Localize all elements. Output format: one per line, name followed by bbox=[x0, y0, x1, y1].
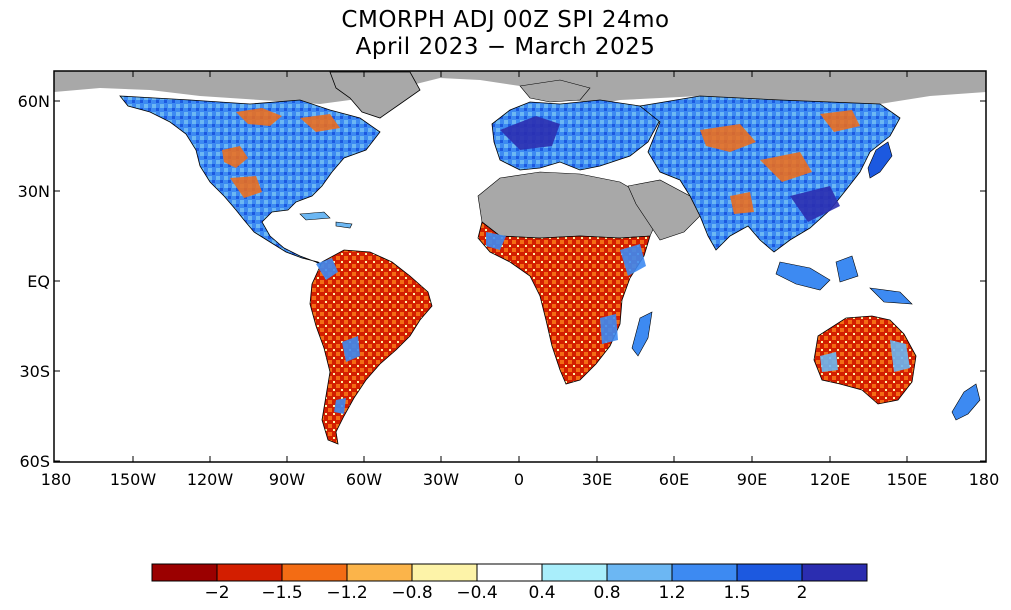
map-title-line-1: CMORPH ADJ 00Z SPI 24mo bbox=[341, 7, 670, 33]
map-title-line-2: April 2023 − March 2025 bbox=[355, 34, 656, 60]
greenland bbox=[329, 71, 421, 119]
colorbar-swatch-5 bbox=[476, 563, 543, 582]
x-label-30w: 30W bbox=[422, 470, 460, 489]
asia-deep-wet bbox=[790, 186, 840, 222]
europe-deep-wet bbox=[500, 116, 560, 150]
x-label-150e: 150E bbox=[886, 470, 928, 489]
northern-nodata-region bbox=[54, 71, 986, 104]
colorbar-label: 1.5 bbox=[723, 583, 751, 603]
y-label-30s: 30S bbox=[19, 362, 50, 381]
x-label-90e: 90E bbox=[736, 470, 768, 489]
colorbar-label: −0.4 bbox=[456, 583, 498, 603]
colorbar-swatch-6 bbox=[541, 563, 608, 582]
colorbar-label: −2 bbox=[204, 583, 230, 603]
colorbar-label: 0.4 bbox=[528, 583, 556, 603]
x-label-0: 0 bbox=[513, 470, 525, 489]
map-frame-border bbox=[53, 70, 987, 463]
axis-ticks bbox=[53, 71, 987, 462]
y-label-eq: EQ bbox=[27, 272, 50, 291]
x-label-120e: 120E bbox=[809, 470, 851, 489]
new-zealand bbox=[951, 383, 981, 421]
colorbar-label: 0.8 bbox=[593, 583, 621, 603]
colorbar-label: 1.2 bbox=[658, 583, 686, 603]
x-label-60e: 60E bbox=[658, 470, 690, 489]
colorbar-label: −1.5 bbox=[261, 583, 303, 603]
colorbar-swatch-7 bbox=[606, 563, 673, 582]
south-america bbox=[309, 249, 433, 445]
x-label-120w: 120W bbox=[186, 470, 234, 489]
africa-wet-patches bbox=[486, 232, 646, 344]
colorbar-swatch-0 bbox=[151, 563, 218, 582]
x-label-60w: 60W bbox=[345, 470, 383, 489]
x-label-180w: 180 bbox=[40, 470, 72, 489]
scandinavia-nodata bbox=[519, 79, 591, 103]
colorbar-swatch-4 bbox=[411, 563, 478, 582]
australia bbox=[813, 315, 917, 405]
colorbar-swatch-10 bbox=[801, 563, 868, 582]
africa bbox=[477, 221, 651, 385]
japan bbox=[867, 141, 893, 179]
y-label-60s: 60S bbox=[19, 452, 50, 471]
asia-dry-patches bbox=[700, 110, 860, 214]
caribbean-islands bbox=[299, 211, 353, 229]
y-label-60n: 60N bbox=[17, 92, 50, 111]
north-america-dry-patches bbox=[222, 108, 340, 198]
colorbar-swatch-9 bbox=[736, 563, 803, 582]
x-label-30e: 30E bbox=[581, 470, 613, 489]
x-label-180e: 180 bbox=[968, 470, 1000, 489]
colorbar-swatch-2 bbox=[281, 563, 348, 582]
southeast-asia-islands bbox=[775, 255, 913, 305]
colorbar-swatch-8 bbox=[671, 563, 738, 582]
madagascar bbox=[631, 311, 653, 357]
colorbar-label: −1.2 bbox=[326, 583, 368, 603]
australia-wet-patches bbox=[820, 340, 910, 372]
arabian-peninsula bbox=[627, 179, 701, 241]
colorbar-label: −0.8 bbox=[391, 583, 433, 603]
x-label-90w: 90W bbox=[268, 470, 306, 489]
colorbar-swatch-3 bbox=[346, 563, 413, 582]
x-label-150w: 150W bbox=[109, 470, 157, 489]
colorbar-swatch-1 bbox=[216, 563, 283, 582]
colorbar-label: 2 bbox=[796, 583, 808, 603]
y-label-30n: 30N bbox=[17, 182, 50, 201]
